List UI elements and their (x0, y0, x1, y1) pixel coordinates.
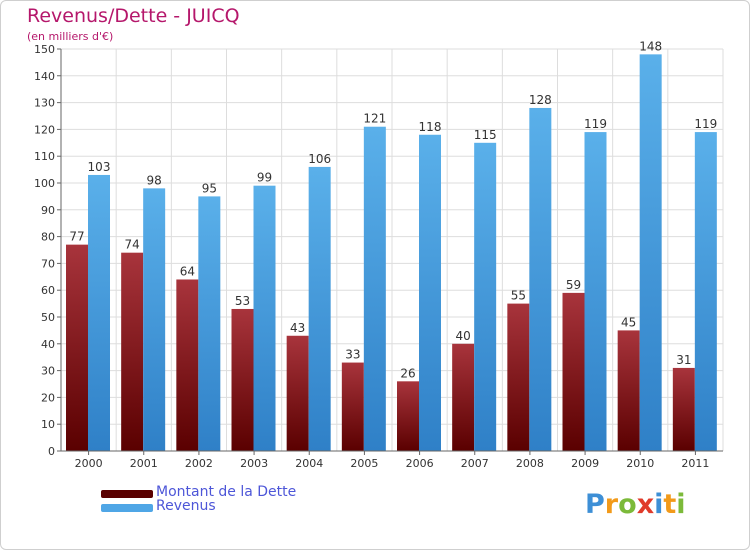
y-tick-label: 80 (41, 231, 55, 244)
bar-revenus (143, 188, 166, 452)
logo-letter: r (604, 489, 619, 520)
bar-revenus (639, 54, 662, 452)
data-label-revenus: 106 (308, 152, 331, 166)
y-tick-label: 140 (34, 70, 55, 83)
data-label-dette: 40 (456, 329, 471, 343)
bar-dette (286, 335, 309, 451)
bar-revenus (308, 166, 331, 452)
bar-dette (341, 362, 364, 451)
y-tick-label: 50 (41, 311, 55, 324)
data-label-dette: 33 (345, 348, 360, 362)
y-tick-label: 20 (41, 391, 55, 404)
y-tick-label: 10 (41, 418, 55, 431)
chart-subtitle: (en milliers d'€) (27, 30, 114, 43)
legend-label-revenus: Revenus (156, 498, 216, 514)
x-tick-label: 2011 (681, 457, 709, 470)
bar-revenus (88, 174, 110, 451)
y-tick-label: 40 (41, 338, 55, 351)
data-label-revenus: 119 (694, 117, 717, 131)
x-tick-label: 2010 (626, 457, 654, 470)
bar-dette (176, 279, 199, 451)
y-tick-label: 100 (34, 177, 55, 190)
bar-revenus (529, 107, 552, 452)
x-tick-label: 2009 (571, 457, 599, 470)
bar-revenus (419, 134, 441, 451)
logo-letter: t (663, 489, 677, 520)
x-tick-label: 2007 (461, 457, 489, 470)
data-label-dette: 31 (676, 353, 691, 367)
x-tick-label: 2002 (185, 457, 213, 470)
y-tick-label: 60 (41, 284, 55, 297)
y-tick-label: 110 (34, 150, 55, 163)
x-tick-label: 2008 (516, 457, 544, 470)
bar-chart: 77 103 74 98 64 95 53 99 43 106 33 121 26 118 40 115 55 1… (34, 39, 724, 470)
x-tick-label: 2004 (295, 457, 323, 470)
chart-title: Revenus/Dette - JUICQ (27, 5, 240, 27)
data-label-revenus: 98 (147, 173, 162, 187)
y-tick-label: 120 (34, 123, 55, 136)
grid-layer (60, 48, 724, 452)
x-tick-label: 2000 (75, 457, 103, 470)
data-label-revenus: 99 (257, 171, 272, 185)
bar-revenus (474, 142, 497, 452)
data-label-dette: 64 (180, 264, 195, 278)
x-tick-label: 2001 (130, 457, 158, 470)
bar-dette (617, 330, 640, 451)
data-label-dette: 77 (69, 230, 84, 244)
logo-letter: o (618, 489, 637, 520)
proxiti-logo: Proxiti (585, 489, 686, 520)
bar-dette (452, 343, 475, 451)
legend-swatch-dette (101, 490, 153, 498)
data-label-dette: 53 (235, 294, 250, 308)
data-label-revenus: 121 (363, 112, 386, 126)
labels-layer: 77 103 74 98 64 95 53 99 43 106 33 121 26 118 40 115 55 1… (69, 39, 717, 380)
data-label-dette: 26 (400, 366, 415, 380)
bar-dette (121, 252, 144, 451)
bar-dette (562, 292, 585, 451)
bar-dette (507, 303, 530, 451)
logo-letter: i (654, 489, 664, 520)
data-label-revenus: 115 (474, 128, 497, 142)
bar-dette (672, 367, 695, 451)
y-tick-label: 150 (34, 43, 55, 56)
bar-dette (66, 244, 88, 451)
y-tick-label: 0 (48, 445, 55, 458)
data-label-revenus: 118 (419, 120, 442, 134)
data-label-revenus: 95 (202, 181, 217, 195)
data-label-dette: 43 (290, 321, 305, 335)
y-tick-label: 90 (41, 204, 55, 217)
legend-swatch-revenus (101, 504, 153, 512)
bar-revenus (694, 132, 717, 451)
y-tick-label: 130 (34, 97, 55, 110)
x-tick-label: 2003 (240, 457, 268, 470)
logo-letter: P (585, 489, 605, 520)
bars-layer (66, 54, 717, 452)
logo-letter: x (636, 489, 655, 520)
legend-label-dette: Montant de la Dette (156, 484, 297, 500)
bar-revenus (198, 196, 221, 451)
data-label-revenus: 148 (639, 39, 662, 53)
data-label-dette: 59 (566, 278, 581, 292)
data-label-revenus: 128 (529, 93, 552, 107)
y-tick-label: 30 (41, 365, 55, 378)
data-label-dette: 74 (125, 238, 140, 252)
data-label-dette: 55 (511, 289, 526, 303)
data-label-revenus: 103 (88, 160, 111, 174)
x-tick-label: 2005 (350, 457, 378, 470)
bar-dette (397, 381, 419, 451)
bar-dette (231, 308, 254, 451)
x-tick-label: 2006 (406, 457, 434, 470)
axes-layer: 0 10 20 30 40 50 60 70 80 90 100 110 120 130 140 150 200… (34, 43, 723, 470)
logo-letter: i (676, 489, 686, 520)
y-tick-label: 70 (41, 257, 55, 270)
bar-revenus (363, 126, 386, 451)
bar-revenus (584, 132, 607, 451)
data-label-dette: 45 (621, 315, 636, 329)
data-label-revenus: 119 (584, 117, 607, 131)
bar-revenus (253, 185, 276, 451)
